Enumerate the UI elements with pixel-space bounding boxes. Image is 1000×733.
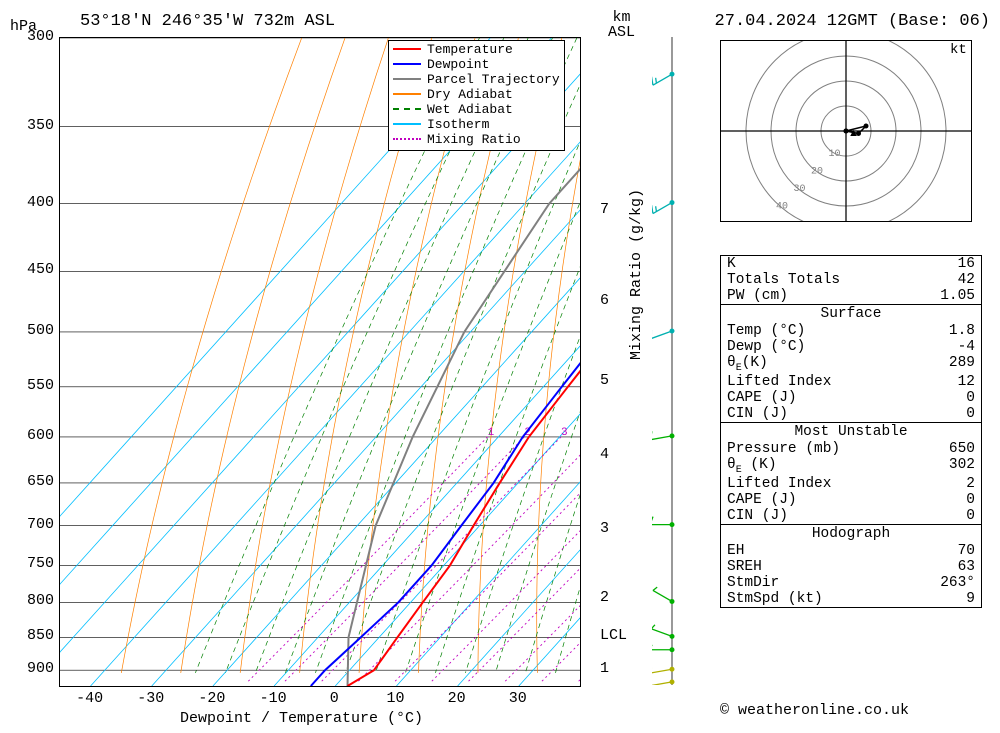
- temperature-tick: -30: [131, 690, 171, 707]
- index-row: Lifted Index12: [721, 374, 981, 390]
- index-row: Lifted Index2: [721, 476, 981, 492]
- legend-item: Isotherm: [393, 118, 560, 133]
- index-row: StmDir263°: [721, 575, 981, 591]
- pressure-tick: 650: [14, 473, 54, 490]
- temperature-tick: 30: [498, 690, 538, 707]
- temperature-tick: 0: [314, 690, 354, 707]
- altitude-tick: 7: [600, 201, 609, 218]
- svg-text:40: 40: [776, 202, 788, 213]
- indices-section-title: Surface: [721, 304, 981, 323]
- index-row: StmSpd (kt)9: [721, 591, 981, 607]
- legend: TemperatureDewpointParcel TrajectoryDry …: [388, 40, 565, 151]
- altitude-tick: 3: [600, 520, 609, 537]
- legend-item: Temperature: [393, 43, 560, 58]
- temperature-tick: -40: [70, 690, 110, 707]
- temperature-tick: -10: [253, 690, 293, 707]
- lcl-label: LCL: [600, 627, 627, 644]
- pressure-tick: 550: [14, 377, 54, 394]
- temperature-tick: 20: [437, 690, 477, 707]
- svg-text:1: 1: [488, 427, 495, 439]
- index-row: Totals Totals42: [721, 272, 981, 288]
- legend-item: Wet Adiabat: [393, 103, 560, 118]
- altitude-axis-unit: kmASL: [608, 10, 635, 40]
- x-axis-label: Dewpoint / Temperature (°C): [180, 710, 423, 727]
- pressure-tick: 850: [14, 627, 54, 644]
- svg-text:3: 3: [561, 427, 568, 439]
- index-row: CAPE (J)0: [721, 492, 981, 508]
- index-row: Dewp (°C)-4: [721, 339, 981, 355]
- temperature-tick: -20: [192, 690, 232, 707]
- legend-item: Mixing Ratio: [393, 133, 560, 148]
- index-row: EH70: [721, 543, 981, 559]
- index-row: CIN (J)0: [721, 508, 981, 524]
- pressure-tick: 700: [14, 516, 54, 533]
- pressure-tick: 400: [14, 194, 54, 211]
- index-row: PW (cm)1.05: [721, 288, 981, 304]
- svg-text:10: 10: [829, 149, 841, 160]
- legend-item: Parcel Trajectory: [393, 73, 560, 88]
- pressure-tick: 300: [14, 28, 54, 45]
- index-row: Temp (°C)1.8: [721, 323, 981, 339]
- index-row: CIN (J)0: [721, 406, 981, 422]
- altitude-tick: 2: [600, 589, 609, 606]
- pressure-tick: 450: [14, 261, 54, 278]
- hodograph-unit: kt: [950, 42, 967, 58]
- index-row: θE(K)289: [721, 355, 981, 374]
- indices-panel: K16Totals Totals42PW (cm)1.05SurfaceTemp…: [720, 255, 982, 608]
- temperature-tick: 10: [375, 690, 415, 707]
- datetime-title: 27.04.2024 12GMT (Base: 06): [715, 12, 990, 31]
- mixing-ratio-axis-label: Mixing Ratio (g/kg): [628, 189, 645, 360]
- pressure-tick: 500: [14, 322, 54, 339]
- location-title: 53°18'N 246°35'W 732m ASL: [80, 12, 335, 31]
- index-row: CAPE (J)0: [721, 390, 981, 406]
- index-row: Pressure (mb)650: [721, 441, 981, 457]
- pressure-tick: 800: [14, 592, 54, 609]
- legend-item: Dry Adiabat: [393, 88, 560, 103]
- svg-text:30: 30: [794, 184, 806, 195]
- indices-section-title: Most Unstable: [721, 422, 981, 441]
- hodograph: 10 20 30 40: [720, 40, 972, 222]
- pressure-tick: 750: [14, 555, 54, 572]
- indices-section-title: Hodograph: [721, 524, 981, 543]
- svg-text:20: 20: [811, 167, 823, 178]
- index-row: θE (K)302: [721, 457, 981, 476]
- altitude-tick: 1: [600, 660, 609, 677]
- pressure-tick: 350: [14, 117, 54, 134]
- altitude-tick: 5: [600, 372, 609, 389]
- index-row: K16: [721, 256, 981, 272]
- legend-item: Dewpoint: [393, 58, 560, 73]
- altitude-tick: 6: [600, 292, 609, 309]
- wind-barbs: [652, 37, 692, 685]
- pressure-tick: 900: [14, 660, 54, 677]
- altitude-tick: 4: [600, 446, 609, 463]
- copyright-text: © weatheronline.co.uk: [720, 702, 909, 719]
- index-row: SREH63: [721, 559, 981, 575]
- pressure-tick: 600: [14, 427, 54, 444]
